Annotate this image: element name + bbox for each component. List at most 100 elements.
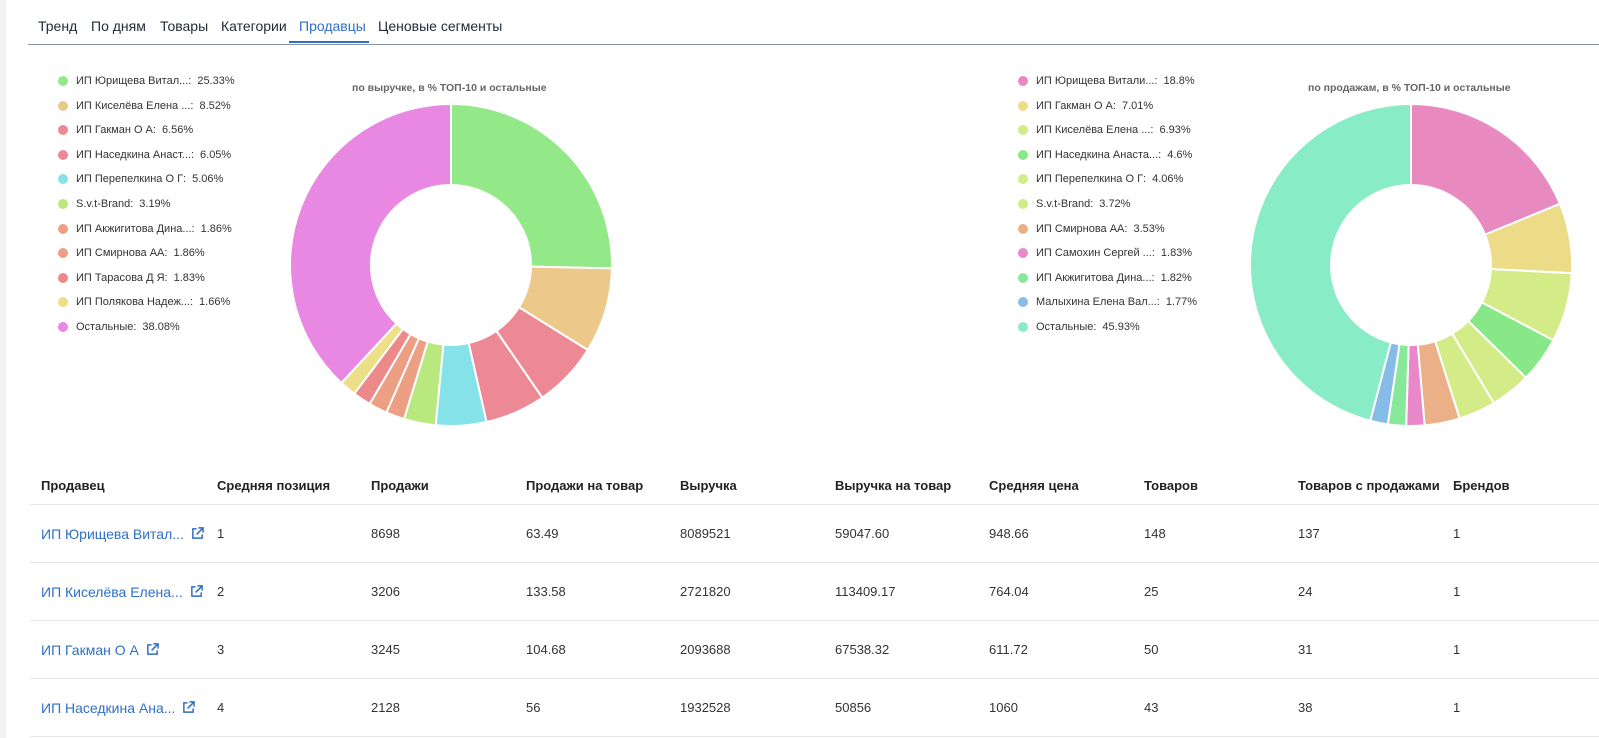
legend-item[interactable]: ИП Смирнова АА: 1.86%	[58, 246, 205, 260]
legend-item[interactable]: Остальные: 45.93%	[1018, 320, 1140, 334]
tab-products[interactable]: Товары	[160, 18, 209, 34]
legend-value: 3.53%	[1133, 222, 1165, 235]
legend-label: ИП Смирнова АА:	[76, 247, 168, 260]
table-cell: 1	[1442, 620, 1599, 679]
donut-slice[interactable]	[289, 102, 452, 385]
tab-price-segments[interactable]: Ценовые сегменты	[378, 18, 503, 34]
legend-item[interactable]: ИП Гакман О А: 6.56%	[58, 123, 193, 137]
table-cell: 2128	[360, 678, 515, 737]
table-cell: 1060	[978, 678, 1133, 737]
legend-item[interactable]: S.v.t-Brand: 3.72%	[1018, 197, 1130, 211]
legend-label: ИП Наседкина Анаст...:	[76, 148, 195, 161]
legend-color-dot	[58, 125, 68, 136]
tab-categories[interactable]: Категории	[221, 18, 287, 34]
legend-color-dot	[1018, 76, 1028, 86]
legend-color-dot	[58, 322, 68, 332]
table-row: ИП Наседкина Ана... 4 2128 56 1932528 50856 10…	[30, 678, 1599, 737]
legend-color-dot	[1018, 199, 1028, 209]
external-link-icon[interactable]	[182, 701, 196, 714]
donut-slice[interactable]	[450, 102, 613, 270]
table-cell: 25	[1133, 562, 1287, 621]
legend-value: 3.19%	[139, 198, 171, 210]
legend-item[interactable]: S.v.t-Brand: 3.19%	[58, 197, 170, 211]
header-avg-position[interactable]: Средняя позиция	[206, 466, 360, 505]
seller-name[interactable]: ИП Наседкина Ана...	[41, 699, 176, 716]
legend-color-dot	[1018, 248, 1028, 259]
legend-item[interactable]: Остальные: 38.08%	[58, 320, 180, 334]
legend-color-dot	[1018, 174, 1028, 185]
legend-color-dot	[1018, 100, 1028, 111]
legend-item[interactable]: ИП Киселёва Елена ...: 6.93%	[1018, 123, 1191, 137]
legend-label: ИП Гакман О А:	[76, 124, 156, 137]
table-cell: 3206	[360, 562, 515, 621]
legend-color-dot	[1018, 297, 1028, 308]
tab-sellers[interactable]: Продавцы	[299, 18, 366, 34]
table-cell: 948.66	[978, 504, 1133, 563]
legend-color-dot	[58, 149, 68, 160]
external-link-icon[interactable]	[191, 527, 204, 540]
header-revenue-per-product[interactable]: Выручка на товар	[824, 466, 978, 505]
seller-link[interactable]: ИП Киселёва Елена...	[41, 584, 203, 600]
external-link-icon[interactable]	[190, 585, 203, 598]
revenue-chart-legend: ИП Юрищева Витал...: 25.33% ИП Киселёва Ел…	[58, 74, 258, 344]
legend-value: 38.08%	[142, 321, 180, 333]
donut-slice[interactable]	[1249, 102, 1412, 422]
header-seller[interactable]: Продавец	[30, 466, 206, 505]
table-cell: 764.04	[978, 562, 1133, 621]
legend-color-dot	[58, 76, 68, 86]
legend-item[interactable]: ИП Акжигитова Дина...: 1.86%	[58, 222, 232, 236]
legend-item[interactable]: ИП Тарасова Д Я: 1.83%	[58, 271, 205, 285]
table-cell: 38	[1287, 678, 1442, 737]
table-cell: 24	[1287, 562, 1442, 621]
header-sales[interactable]: Продажи	[360, 466, 515, 505]
legend-item[interactable]: ИП Наседкина Анаст...: 6.05%	[58, 148, 231, 162]
header-avg-price[interactable]: Средняя цена	[978, 466, 1133, 505]
legend-label: S.v.t-Brand:	[76, 198, 134, 210]
legend-label: ИП Смирнова АА:	[1036, 222, 1128, 235]
legend-item[interactable]: ИП Перепелкина О Г: 5.06%	[58, 172, 223, 186]
header-revenue[interactable]: Выручка	[669, 466, 824, 505]
legend-item[interactable]: ИП Гакман О А: 7.01%	[1018, 99, 1153, 113]
header-products[interactable]: Товаров	[1133, 466, 1287, 505]
legend-label: ИП Тарасова Д Я:	[76, 271, 168, 284]
legend-label: ИП Юрищева Витали...:	[1036, 75, 1158, 87]
legend-label: ИП Акжигитова Дина...:	[76, 222, 195, 235]
legend-item[interactable]: ИП Акжигитова Дина...: 1.82%	[1018, 271, 1192, 285]
legend-item[interactable]: ИП Самохин Сергей ...: 1.83%	[1018, 246, 1192, 260]
table-cell: 59047.60	[824, 504, 978, 563]
legend-item[interactable]: ИП Наседкина Анаста...: 4.6%	[1018, 148, 1192, 162]
legend-item[interactable]: ИП Полякова Надеж...: 1.66%	[58, 295, 230, 309]
seller-name[interactable]: ИП Юрищева Витал...	[41, 525, 184, 542]
seller-name[interactable]: ИП Гакман О А	[41, 641, 139, 658]
legend-item[interactable]: Малыхина Елена Вал...: 1.77%	[1018, 295, 1197, 309]
sellers-table: Продавец Средняя позиция Продажи Продажи…	[30, 466, 1599, 737]
tab-by-days[interactable]: По дням	[91, 18, 146, 34]
table-cell: 4	[206, 678, 360, 737]
seller-link[interactable]: ИП Наседкина Ана...	[41, 699, 196, 716]
legend-item[interactable]: ИП Юрищева Витали...: 18.8%	[1018, 74, 1195, 88]
legend-item[interactable]: ИП Смирнова АА: 3.53%	[1018, 222, 1165, 236]
table-cell: 56	[515, 678, 669, 737]
header-sales-per-product[interactable]: Продажи на товар	[515, 466, 669, 505]
legend-value: 5.06%	[192, 173, 224, 186]
legend-item[interactable]: ИП Юрищева Витал...: 25.33%	[58, 74, 235, 88]
header-products-with-sales[interactable]: Товаров с продажами	[1287, 466, 1442, 505]
active-tab-indicator	[289, 41, 369, 43]
sales-chart-title: по продажам, в % ТОП-10 и остальные	[1308, 82, 1511, 94]
legend-label: ИП Самохин Сергей ...:	[1036, 247, 1155, 260]
legend-value: 1.83%	[173, 271, 205, 284]
seller-name[interactable]: ИП Киселёва Елена...	[41, 583, 183, 600]
legend-item[interactable]: ИП Киселёва Елена ...: 8.52%	[58, 99, 231, 113]
legend-item[interactable]: ИП Перепелкина О Г: 4.06%	[1018, 172, 1183, 186]
legend-label: ИП Полякова Надеж...:	[76, 296, 194, 309]
header-brands[interactable]: Брендов	[1442, 466, 1599, 505]
seller-link[interactable]: ИП Юрищева Витал...	[41, 526, 204, 542]
seller-link[interactable]: ИП Гакман О А	[41, 642, 159, 658]
legend-label: ИП Юрищева Витал...:	[76, 75, 192, 87]
legend-label: Остальные:	[76, 321, 137, 333]
legend-label: Малыхина Елена Вал...:	[1036, 296, 1160, 309]
tab-trend[interactable]: Тренд	[38, 18, 78, 34]
legend-label: ИП Наседкина Анаста...:	[1036, 148, 1162, 161]
external-link-icon[interactable]	[146, 643, 159, 656]
donut-slice[interactable]	[1410, 102, 1562, 236]
